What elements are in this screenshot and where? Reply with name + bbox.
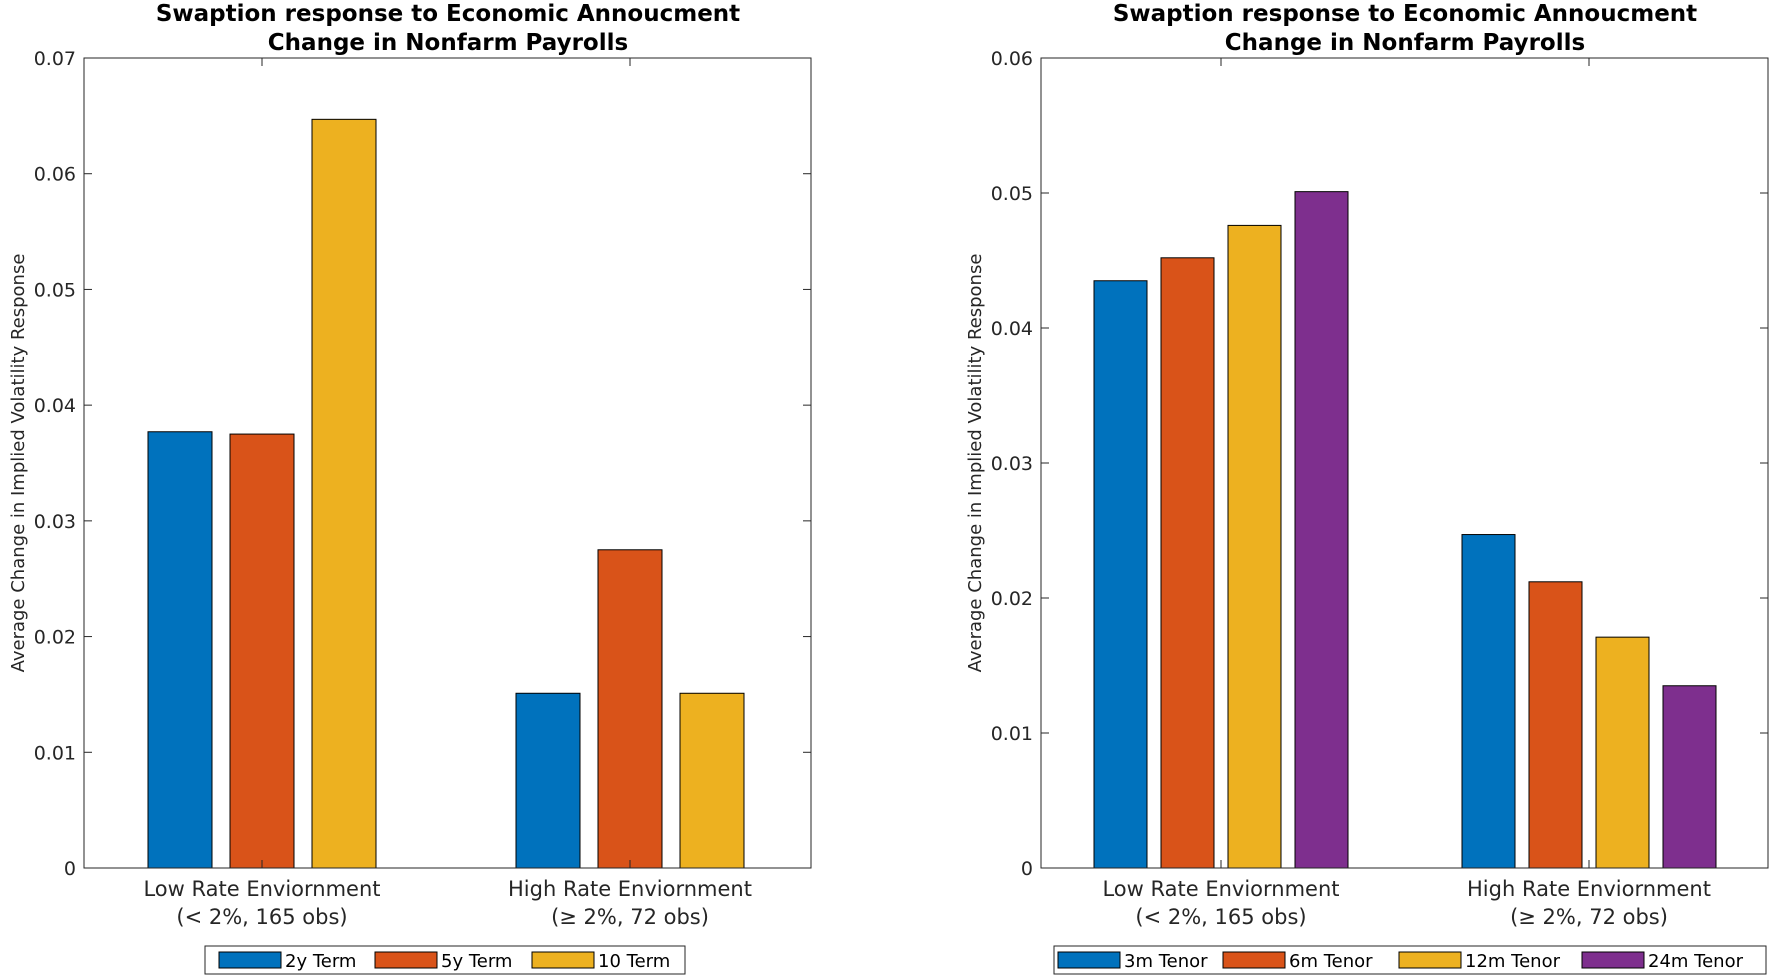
y-tick-label: 0.06 xyxy=(34,164,76,186)
y-tick-label: 0.01 xyxy=(991,723,1033,745)
x-category-label-line-1: Low Rate Enviornment xyxy=(143,877,380,901)
bar-12m-tenor-group-2 xyxy=(1595,636,1650,869)
x-category-label-line-1: High Rate Enviornment xyxy=(1467,877,1711,901)
legend-label: 12m Tenor xyxy=(1465,951,1561,972)
legend: 3m Tenor 6m Tenor 12m Tenor 24m Tenor xyxy=(1053,945,1767,975)
bar-24m-tenor-group-1 xyxy=(1294,191,1349,869)
legend-swatch xyxy=(374,951,438,969)
y-tick-label: 0.03 xyxy=(991,453,1033,475)
chart-title-line-2: Change in Nonfarm Payrolls xyxy=(268,30,628,56)
plot-area-box xyxy=(83,57,812,869)
y-tick-label: 0.04 xyxy=(34,395,76,417)
y-tick-label: 0.02 xyxy=(991,588,1033,610)
chart-title-line-1: Swaption response to Economic Annoucment xyxy=(1113,1,1697,27)
x-category-label-line-2: (≥ 2%, 72 obs) xyxy=(551,905,709,929)
bar-6m-tenor-group-1 xyxy=(1160,257,1215,869)
legend-swatch xyxy=(1222,951,1286,969)
y-tick-label: 0.06 xyxy=(991,48,1033,70)
x-category-label-line-2: (< 2%, 165 obs) xyxy=(176,905,347,929)
bar-2y-term-group-2 xyxy=(515,692,581,869)
y-tick-label: 0.04 xyxy=(991,318,1033,340)
y-axis-label: Average Change in Implied Volatility Res… xyxy=(8,254,29,673)
legend-box xyxy=(204,945,686,975)
bar-10-term-group-2 xyxy=(679,692,745,869)
x-category-label-line-2: (≥ 2%, 72 obs) xyxy=(1510,905,1668,929)
y-axis-label: Average Change in Implied Volatility Res… xyxy=(965,254,986,673)
bar-3m-tenor-group-1 xyxy=(1093,280,1148,869)
bar-24m-tenor-group-2 xyxy=(1662,685,1717,869)
legend-label: 24m Tenor xyxy=(1648,951,1744,972)
plot-area-box xyxy=(1040,57,1769,869)
bar-6m-tenor-group-2 xyxy=(1528,581,1583,869)
x-category-label-line-1: Low Rate Enviornment xyxy=(1102,877,1339,901)
bar-2y-term-group-1 xyxy=(147,431,213,869)
y-tick-label: 0 xyxy=(64,858,76,880)
legend-swatch xyxy=(1057,951,1121,969)
legend-swatch xyxy=(1581,951,1645,969)
chart-2: Swaption response to Economic Annoucment… xyxy=(965,1,1769,975)
bar-12m-tenor-group-1 xyxy=(1227,224,1282,869)
legend-label: 3m Tenor xyxy=(1124,951,1208,972)
legend: 2y Term 5y Term 10 Term xyxy=(204,945,686,975)
chart-title-line-2: Change in Nonfarm Payrolls xyxy=(1225,30,1585,56)
x-category-label-line-2: (< 2%, 165 obs) xyxy=(1135,905,1306,929)
legend-label: 10 Term xyxy=(598,951,670,972)
y-tick-label: 0.05 xyxy=(34,279,76,301)
legend-swatch xyxy=(1398,951,1462,969)
y-tick-label: 0.03 xyxy=(34,511,76,533)
y-tick-label: 0.05 xyxy=(991,183,1033,205)
chart-title-line-1: Swaption response to Economic Annoucment xyxy=(156,1,740,27)
chart-1: Swaption response to Economic Annoucment… xyxy=(8,1,812,975)
bar-10-term-group-1 xyxy=(311,118,377,869)
legend-label: 2y Term xyxy=(285,951,356,972)
legend-swatch xyxy=(531,951,595,969)
legend-label: 5y Term xyxy=(441,951,512,972)
bar-5y-term-group-2 xyxy=(597,549,663,869)
y-tick-label: 0 xyxy=(1021,858,1033,880)
y-tick-label: 0.01 xyxy=(34,742,76,764)
y-tick-label: 0.07 xyxy=(34,48,76,70)
bar-5y-term-group-1 xyxy=(229,433,295,869)
y-tick-label: 0.02 xyxy=(34,627,76,649)
bar-3m-tenor-group-2 xyxy=(1461,534,1516,869)
legend-label: 6m Tenor xyxy=(1289,951,1373,972)
legend-swatch xyxy=(218,951,282,969)
x-category-label-line-1: High Rate Enviornment xyxy=(508,877,752,901)
